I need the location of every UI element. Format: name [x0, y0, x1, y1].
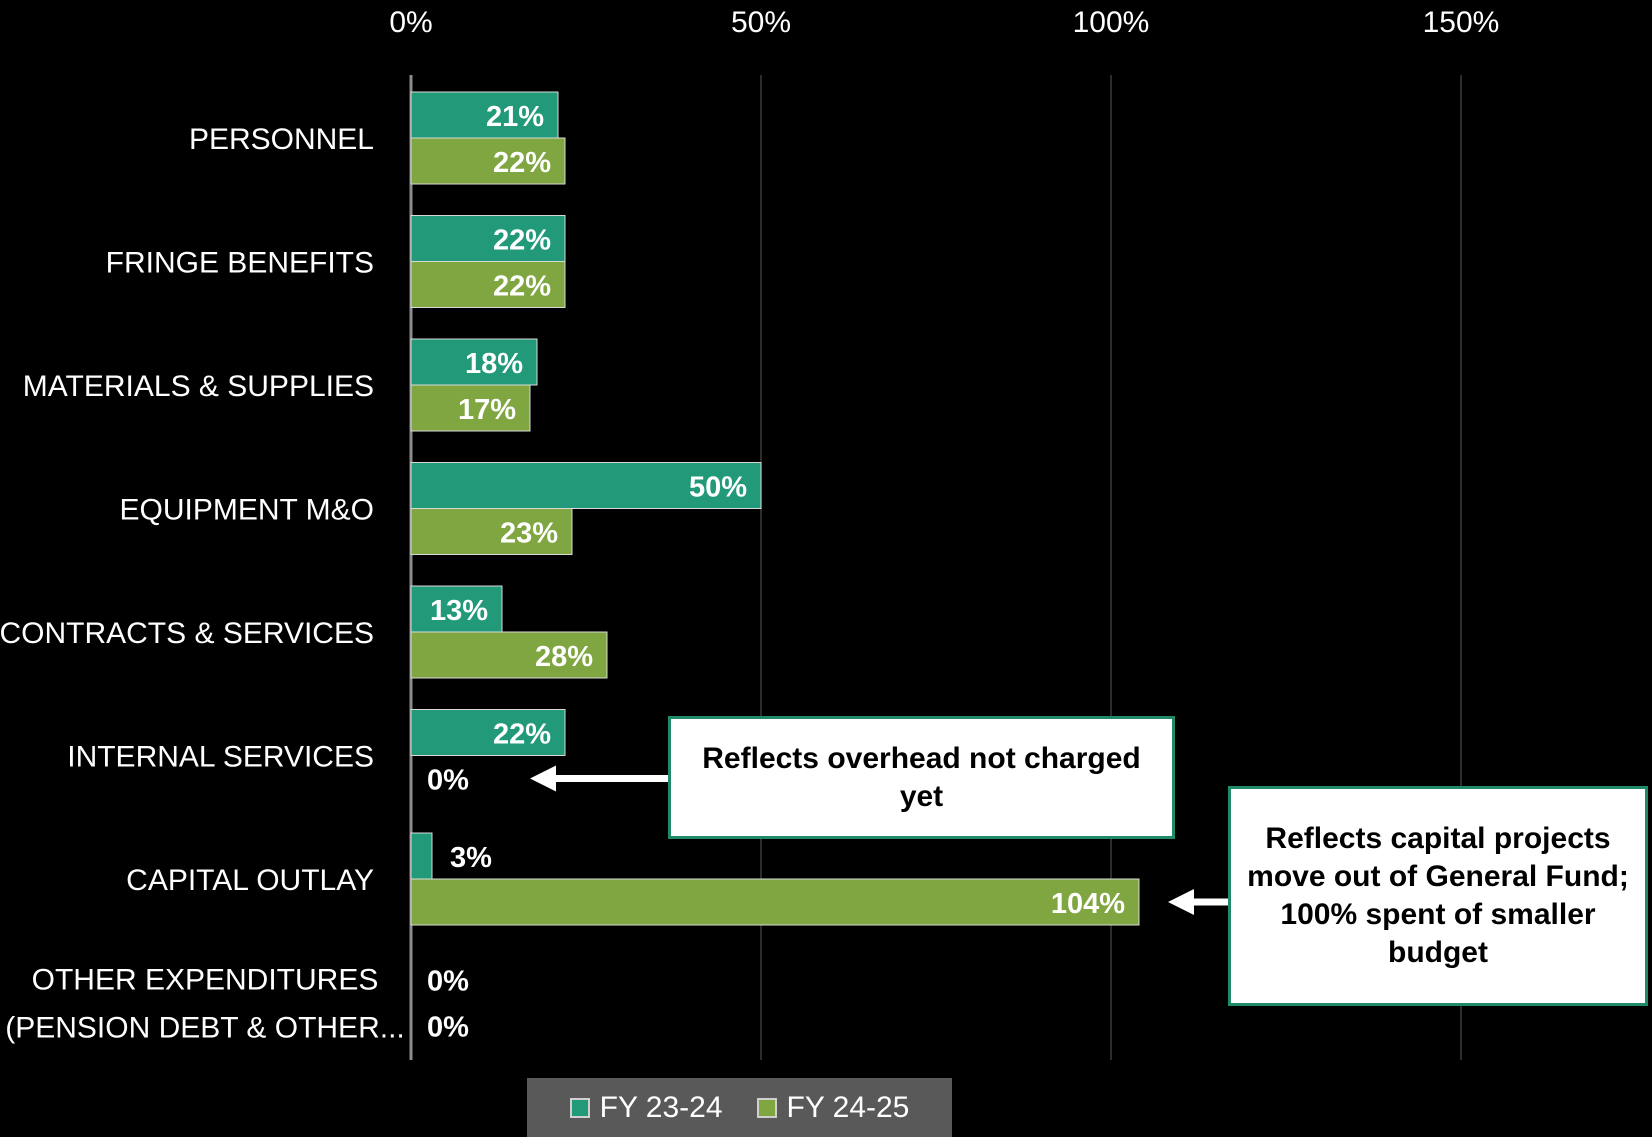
bar-fy2425 — [410, 508, 573, 555]
category-label: MATERIALS & SUPPLIES — [23, 370, 374, 403]
category-label: INTERNAL SERVICES — [67, 741, 374, 774]
x-tick-label: 150% — [1423, 6, 1500, 39]
legend-swatch-fy2324 — [569, 1097, 590, 1118]
category-label: CAPITAL OUTLAY — [126, 864, 374, 897]
annotation-overhead: Reflects overhead not charged yet — [668, 716, 1175, 839]
data-label: 104% — [1051, 888, 1125, 920]
data-label: 22% — [493, 147, 551, 179]
arrow-overhead-head — [530, 765, 556, 792]
data-label: 0% — [427, 765, 469, 797]
legend-swatch-fy2425 — [756, 1097, 777, 1118]
data-label: 23% — [500, 518, 558, 550]
category-label: EQUIPMENT M&O — [120, 494, 374, 527]
annotation-capital-outlay: Reflects capital projects move out of Ge… — [1228, 786, 1648, 1006]
arrow-capital-head — [1168, 889, 1194, 915]
legend: FY 23-24 FY 24-25 — [527, 1078, 952, 1137]
category-label: (PENSION DEBT & OTHER... — [5, 1012, 405, 1045]
category-label: FRINGE BENEFITS — [106, 247, 374, 280]
category-label: CONTRACTS & SERVICES — [0, 617, 374, 650]
legend-item-fy2324: FY 23-24 — [569, 1090, 723, 1125]
data-label: 22% — [493, 271, 551, 303]
data-label: 0% — [427, 966, 469, 998]
x-tick-label: 50% — [731, 6, 791, 39]
x-tick-label: 0% — [389, 6, 432, 39]
bar-fy2324 — [410, 91, 559, 139]
bar-fy2425 — [410, 878, 1140, 926]
data-label: 22% — [493, 225, 551, 257]
legend-label-fy2425: FY 24-25 — [786, 1090, 910, 1124]
bar-fy2324 — [410, 215, 566, 262]
bar-fy2324 — [410, 832, 433, 880]
bar-fy2324 — [410, 585, 503, 633]
bar-fy2324 — [410, 462, 762, 509]
bar-fy2324 — [410, 338, 538, 386]
data-label: 28% — [535, 641, 593, 673]
category-labels: PERSONNEL FRINGE BENEFITS MATERIALS & SUPP… — [0, 123, 405, 1045]
x-tick-label: 100% — [1073, 6, 1150, 39]
data-label: 17% — [458, 394, 516, 426]
category-label: OTHER EXPENDITURES — [32, 964, 379, 997]
legend-item-fy2425: FY 24-25 — [756, 1090, 910, 1125]
category-label: PERSONNEL — [189, 123, 374, 156]
bar-fy2425 — [410, 631, 608, 679]
bar-fy2425 — [410, 137, 566, 185]
bar-fy2425 — [410, 384, 531, 432]
x-tick-labels: 0% 50% 100% 150% — [389, 6, 1499, 39]
legend-label-fy2324: FY 23-24 — [599, 1090, 723, 1124]
data-label: 3% — [450, 842, 492, 874]
data-labels: 21% 22% 22% 22% 18% 17% 50% 23% 13% 28% 22% 0% 3% 104… — [427, 101, 1125, 1044]
data-label: 18% — [465, 348, 523, 380]
annotation-arrows — [530, 765, 1228, 915]
bar-fy2425 — [410, 261, 566, 308]
data-label: 22% — [493, 719, 551, 751]
data-label: 21% — [486, 101, 544, 133]
data-label: 0% — [427, 1012, 469, 1044]
data-label: 50% — [689, 472, 747, 504]
data-label: 13% — [430, 595, 488, 627]
bars — [410, 91, 1140, 926]
bar-fy2324 — [410, 709, 566, 756]
